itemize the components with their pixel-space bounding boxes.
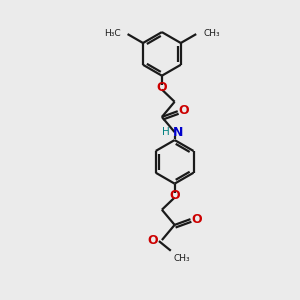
- Text: O: O: [157, 81, 167, 94]
- Text: H₃C: H₃C: [104, 28, 121, 38]
- Text: O: O: [191, 213, 202, 226]
- Text: H: H: [162, 127, 170, 137]
- Text: O: O: [147, 234, 158, 247]
- Text: N: N: [172, 126, 183, 139]
- Text: CH₃: CH₃: [174, 254, 190, 263]
- Text: CH₃: CH₃: [203, 28, 220, 38]
- Text: O: O: [169, 189, 180, 202]
- Text: O: O: [178, 104, 189, 117]
